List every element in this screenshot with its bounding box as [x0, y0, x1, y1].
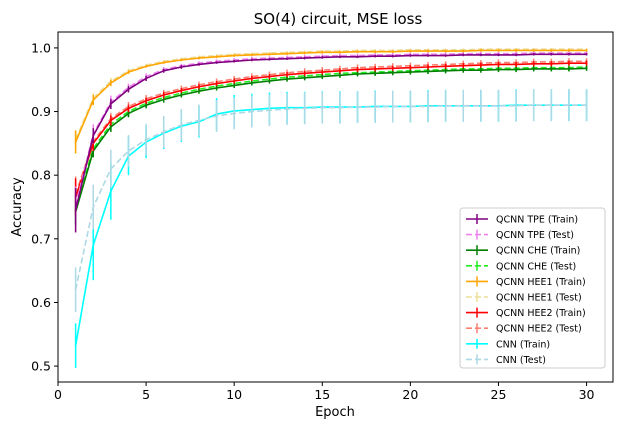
legend-label: CNN (Test) — [496, 355, 546, 366]
legend-entry: QCNN CHE (Train) — [466, 245, 580, 257]
series-line — [74, 48, 587, 140]
y-tick-label: 0.5 — [31, 359, 51, 374]
series-layer — [74, 47, 588, 368]
legend-label: CNN (Train) — [496, 339, 550, 350]
series-cnn-test — [74, 89, 588, 312]
series-qcnn-tpe-train — [74, 53, 588, 233]
axis-layer: 0 5 10 15 20 25 30 0.5 0.6 0.7 0.8 0.9 1.0 — [31, 40, 594, 402]
legend-entry: QCNN TPE (Test) — [466, 229, 574, 241]
y-tick-label: 1.0 — [31, 40, 51, 55]
x-axis-label: Epoch — [315, 405, 355, 420]
data-point — [462, 104, 465, 107]
series-qcnn-hee2-train — [74, 60, 588, 217]
plot-frame — [57, 31, 614, 383]
legend-entry: QCNN CHE (Test) — [466, 260, 576, 272]
series-qcnn-hee1-train — [74, 49, 588, 154]
y-tick-label: 0.6 — [31, 295, 51, 310]
x-tick-label: 5 — [142, 387, 150, 402]
legend-label: QCNN CHE (Train) — [496, 246, 580, 257]
legend-entry: QCNN HEE2 (Train) — [466, 307, 586, 319]
series-line — [74, 60, 587, 195]
legend-entry: CNN (Test) — [466, 354, 546, 366]
y-tick-label: 0.9 — [31, 104, 51, 119]
series-line — [74, 104, 587, 290]
legend-entry: QCNN TPE (Train) — [466, 214, 578, 226]
x-tick-label: 15 — [314, 387, 330, 402]
legend-label: QCNN HEE2 (Train) — [496, 308, 586, 319]
data-point — [532, 104, 535, 107]
chart-title: SO(4) circuit, MSE loss — [254, 10, 423, 28]
x-tick-label: 30 — [579, 387, 595, 402]
legend-label: QCNN TPE (Train) — [496, 215, 578, 226]
y-tick-label: 0.7 — [31, 231, 51, 246]
legend-label: QCNN CHE (Test) — [496, 261, 576, 272]
legend-label: QCNN HEE1 (Train) — [496, 277, 586, 288]
legend-label: QCNN HEE2 (Test) — [496, 324, 582, 335]
series-line — [74, 67, 587, 213]
x-tick-label: 10 — [226, 387, 242, 402]
legend-entry: CNN (Train) — [466, 338, 550, 350]
series-line — [74, 53, 587, 211]
series-line — [74, 66, 587, 209]
y-tick-label: 0.8 — [31, 168, 51, 183]
data-point — [497, 104, 500, 107]
legend-box — [459, 207, 606, 369]
series-line — [74, 62, 587, 198]
x-tick-label: 20 — [402, 387, 418, 402]
y-axis-label: Accuracy — [10, 177, 25, 237]
legend-entry: QCNN HEE1 (Train) — [466, 276, 586, 288]
legend: QCNN TPE (Train) QCNN TPE (Test) QCNN CHE … — [459, 207, 606, 369]
legend-entry: QCNN HEE2 (Test) — [466, 323, 582, 335]
data-point — [127, 150, 130, 152]
x-tick-label: 25 — [491, 387, 507, 402]
series-line — [74, 49, 587, 143]
data-point — [479, 104, 482, 107]
legend-label: QCNN HEE1 (Test) — [496, 293, 582, 304]
data-point — [515, 104, 517, 107]
x-tick-label: 0 — [54, 387, 62, 402]
legend-entry: QCNN HEE1 (Test) — [466, 292, 582, 304]
legend-label: QCNN TPE (Test) — [496, 230, 574, 241]
